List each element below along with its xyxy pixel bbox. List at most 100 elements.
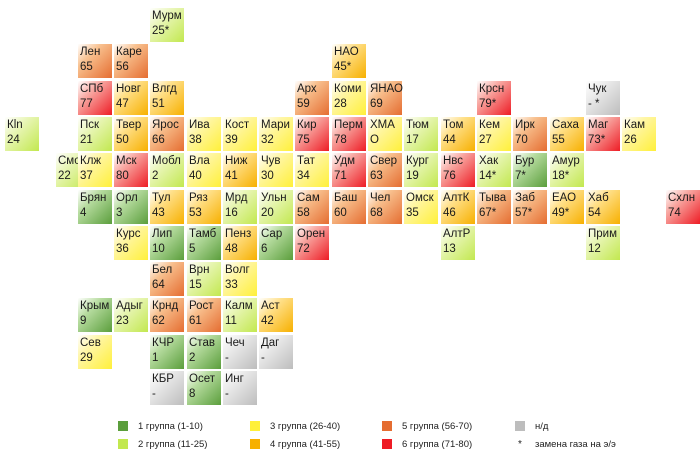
region-value: 51 (152, 98, 165, 110)
region-tile[interactable]: Баш 60 (332, 190, 366, 224)
region-tile[interactable]: ЕАО 49* (550, 190, 584, 224)
region-tile[interactable]: Тул 43 (150, 190, 184, 224)
region-tile[interactable]: Даг - (259, 335, 293, 369)
region-tile[interactable]: Нвс 76 (441, 153, 475, 187)
region-tile[interactable]: Тамб 5 (187, 226, 221, 260)
region-value: 8 (189, 388, 196, 400)
region-tile[interactable]: КБР - (150, 371, 184, 405)
region-tile[interactable]: Перм 78 (332, 117, 366, 151)
region-tile[interactable]: Волг 33 (223, 262, 257, 296)
region-tile[interactable]: Хак 14* (477, 153, 511, 187)
region-tile[interactable]: Ирк 70 (513, 117, 547, 151)
region-tile[interactable]: Крым 9 (78, 298, 112, 332)
region-tile[interactable]: Мобл 2 (150, 153, 184, 187)
region-tile[interactable]: Ряз 53 (187, 190, 221, 224)
region-tile[interactable]: АлтР 13 (441, 226, 475, 260)
region-tile[interactable]: Рост 61 (187, 298, 221, 332)
region-tile[interactable]: Кир 75 (295, 117, 329, 151)
region-tile[interactable]: Мрд 16 (223, 190, 257, 224)
region-tile[interactable]: Став 2 (187, 335, 221, 369)
legend-label: 1 группа (1-10) (138, 421, 203, 432)
region-tile[interactable]: Схлн 74 (666, 190, 700, 224)
region-tile[interactable]: Тюм 17 (404, 117, 438, 151)
region-tile[interactable]: Крсн 79* (477, 81, 511, 115)
region-tile[interactable]: Тыва 67* (477, 190, 511, 224)
region-tile[interactable]: Чув 30 (259, 153, 293, 187)
region-tile[interactable]: Коми 28 (332, 81, 366, 115)
region-tile[interactable]: Чеч - (223, 335, 257, 369)
region-name: Крсн (479, 83, 505, 95)
region-tile[interactable]: Кем 27 (477, 117, 511, 151)
region-tile[interactable]: Ульн 20 (259, 190, 293, 224)
region-tile[interactable]: Омск 35 (404, 190, 438, 224)
region-value: - (225, 388, 229, 400)
region-tile[interactable]: Мари 32 (259, 117, 293, 151)
region-tile[interactable]: КЧР 1 (150, 335, 184, 369)
region-tile[interactable]: Чук - * (586, 81, 620, 115)
region-tile[interactable]: Крнд 62 (150, 298, 184, 332)
region-tile[interactable]: Кост 39 (223, 117, 257, 151)
region-tile[interactable]: Пенз 48 (223, 226, 257, 260)
region-tile[interactable]: ХМА О (368, 117, 402, 151)
region-tile[interactable]: НАО 45* (332, 44, 366, 78)
region-tile[interactable]: Чел 68 (368, 190, 402, 224)
region-tile[interactable]: Каре 56 (114, 44, 148, 78)
region-tile[interactable]: Бур 7* (513, 153, 547, 187)
region-name: Ульн (261, 192, 287, 204)
region-tile[interactable]: Адыг 23 (114, 298, 148, 332)
region-tile[interactable]: Инг - (223, 371, 257, 405)
region-tile[interactable]: Арх 59 (295, 81, 329, 115)
region-tile[interactable]: Заб 57* (513, 190, 547, 224)
region-name: Влгд (152, 83, 177, 95)
region-value: 47 (116, 98, 129, 110)
region-tile[interactable]: Ниж 41 (223, 153, 257, 187)
region-value: 30 (261, 170, 274, 182)
region-tile[interactable]: Кln 24 (5, 117, 39, 151)
region-tile[interactable]: Амур 18* (550, 153, 584, 187)
region-name: Перм (334, 119, 363, 131)
region-tile[interactable]: Кург 19 (404, 153, 438, 187)
region-tile[interactable]: Кам 26 (622, 117, 656, 151)
region-tile[interactable]: Влгд 51 (150, 81, 184, 115)
region-tile[interactable]: Орл 3 (114, 190, 148, 224)
region-tile[interactable]: Свер 63 (368, 153, 402, 187)
region-tile[interactable]: Бел 64 (150, 262, 184, 296)
legend-swatch (382, 421, 392, 431)
region-tile[interactable]: Прим 12 (586, 226, 620, 260)
region-tile[interactable]: Сев 29 (78, 335, 112, 369)
region-tile[interactable]: СПб 77 (78, 81, 112, 115)
region-tile[interactable]: Аст 42 (259, 298, 293, 332)
region-tile[interactable]: Сар 6 (259, 226, 293, 260)
region-tile[interactable]: ЯНАО 69 (368, 81, 403, 115)
legend-label: замена газа на э/э (535, 439, 616, 450)
region-tile[interactable]: Сам 58 (295, 190, 329, 224)
region-tile[interactable]: Том 44 (441, 117, 475, 151)
region-tile[interactable]: Ярос 66 (150, 117, 184, 151)
region-tile[interactable]: Тат 34 (295, 153, 329, 187)
region-tile[interactable]: Мурм 25* (150, 8, 184, 42)
region-tile[interactable]: Новг 47 (114, 81, 148, 115)
region-tile[interactable]: Мск 80 (114, 153, 148, 187)
region-tile[interactable]: Клж 37 (78, 153, 112, 187)
region-tile[interactable]: Лен 65 (78, 44, 112, 78)
region-tile[interactable]: Лип 10 (150, 226, 184, 260)
region-tile[interactable]: Вла 40 (187, 153, 221, 187)
region-tile[interactable]: Курс 36 (114, 226, 148, 260)
region-tile[interactable]: Калм 11 (223, 298, 257, 332)
region-value: 17 (406, 134, 419, 146)
region-tile[interactable]: Твер 50 (114, 117, 148, 151)
region-tile[interactable]: Саха 55 (550, 117, 584, 151)
region-tile[interactable]: Маг 73* (586, 117, 620, 151)
region-tile[interactable]: Удм 71 (332, 153, 366, 187)
region-tile[interactable]: Ива 38 (187, 117, 221, 151)
region-tile[interactable]: Осет 8 (187, 371, 221, 405)
region-tile[interactable]: Пск 21 (78, 117, 112, 151)
legend-swatch (118, 439, 128, 449)
region-name: АлтК (443, 192, 470, 204)
region-tile[interactable]: АлтК 46 (441, 190, 475, 224)
region-tile[interactable]: Хаб 54 (586, 190, 620, 224)
region-name: Ирк (515, 119, 535, 131)
region-tile[interactable]: Брян 4 (78, 190, 112, 224)
region-tile[interactable]: Врн 15 (187, 262, 221, 296)
region-tile[interactable]: Орен 72 (295, 226, 329, 260)
